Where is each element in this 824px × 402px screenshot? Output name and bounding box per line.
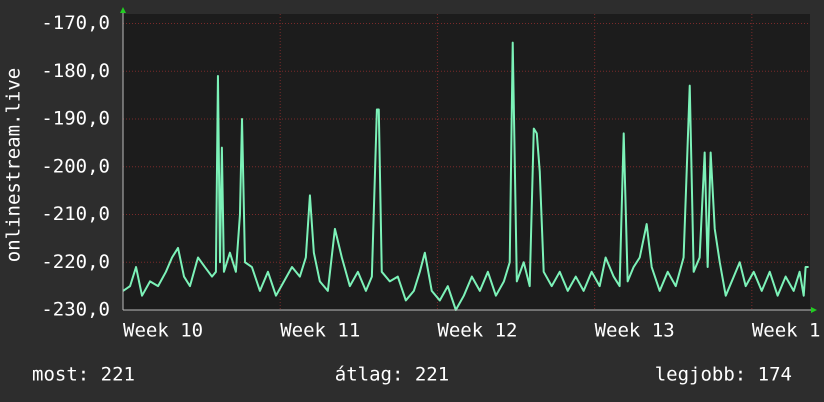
y-tick-label: -170,0 — [41, 12, 110, 34]
x-arrow — [811, 307, 817, 313]
y-tick-label: -220,0 — [41, 251, 110, 273]
x-tick-label: Week 12 — [437, 320, 517, 342]
footer-current: most: 221 — [32, 364, 135, 386]
y-tick-label: -230,0 — [41, 299, 110, 321]
x-tick-label: Week 10 — [123, 320, 203, 342]
footer-average: átlag: 221 — [335, 364, 449, 386]
y-tick-label: -190,0 — [41, 108, 110, 130]
x-tick-label: Week 13 — [595, 320, 675, 342]
data-line — [122, 41, 809, 311]
y-axis-label: onlinestream.live — [3, 68, 25, 262]
x-tick-label: Week 1 — [752, 320, 821, 342]
y-tick-label: -180,0 — [41, 60, 110, 82]
y-arrow — [120, 7, 126, 13]
y-tick-label: -200,0 — [41, 155, 110, 177]
x-tick-label: Week 11 — [280, 320, 360, 342]
marks — [122, 41, 809, 311]
footer-best: legjobb: 174 — [655, 364, 792, 386]
y-tick-label: -210,0 — [41, 203, 110, 225]
